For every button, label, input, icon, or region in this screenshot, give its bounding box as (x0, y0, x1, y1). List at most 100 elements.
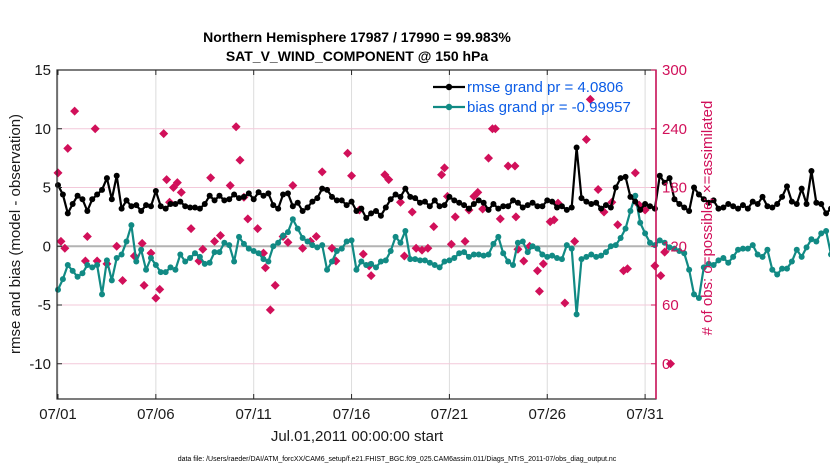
rmse-point (343, 202, 350, 209)
obs-marker (384, 175, 394, 185)
rmse-point (558, 203, 565, 210)
rmse-point (764, 203, 771, 210)
legend: rmse grand pr = 4.0806 bias grand pr = -… (433, 79, 631, 116)
rmse-point (338, 197, 345, 204)
bias-point (622, 225, 629, 232)
bias-point (612, 242, 619, 249)
obs-marker (484, 153, 494, 163)
obs-marker (407, 207, 417, 217)
rmse-point (749, 198, 756, 205)
bias-point (162, 269, 169, 276)
bias-point (402, 227, 409, 234)
rmse-point (328, 193, 335, 200)
y-tick-label-right: 240 (662, 121, 687, 138)
bias-point (441, 258, 448, 265)
bias-point (436, 264, 443, 271)
bias-point (240, 240, 247, 247)
obs-marker (473, 187, 483, 197)
rmse-point (642, 200, 649, 207)
bias-point (783, 265, 790, 272)
bias-point (260, 256, 267, 263)
bias-point (495, 233, 502, 240)
rmse-point (304, 204, 311, 211)
bias-point (451, 255, 458, 261)
bias-point (705, 260, 712, 267)
bias-point (236, 233, 243, 240)
rmse-point (686, 208, 693, 214)
bias-point (720, 255, 727, 261)
rmse-point (568, 204, 575, 211)
rmse-point (818, 200, 825, 207)
rmse-point (265, 190, 272, 197)
bias-point (348, 237, 355, 244)
bias-point (108, 277, 115, 284)
bias-point (774, 271, 781, 278)
obs-marker (63, 143, 73, 153)
y-tick-label-left: 10 (34, 121, 51, 138)
x-tick-label: 07/21 (431, 406, 469, 423)
rmse-point (187, 204, 194, 211)
rmse-point (84, 208, 91, 214)
chart-subtitle: SAT_V_WIND_COMPONENT @ 150 hPa (226, 48, 489, 64)
bias-point (500, 250, 507, 257)
obs-marker (56, 236, 66, 246)
bias-point (691, 291, 698, 298)
bias-point (128, 222, 135, 229)
obs-marker (478, 204, 488, 214)
obs-marker (172, 178, 182, 188)
rmse-point (226, 196, 233, 203)
bias-point (632, 192, 639, 199)
rmse-point (519, 204, 526, 211)
bias-point (304, 238, 311, 245)
rmse-point (275, 205, 282, 212)
obs-marker (581, 135, 591, 145)
rmse-point (191, 204, 198, 211)
bias-point (686, 266, 693, 273)
obs-marker (206, 173, 216, 183)
bias-point (681, 250, 688, 257)
bias-point (803, 244, 810, 251)
x-axis-label: Jul.01,2011 00:00:00 start (271, 428, 444, 445)
bias-point (211, 249, 218, 256)
bias-point (421, 257, 428, 264)
bias-point (338, 245, 345, 252)
rmse-point (309, 198, 316, 205)
y-tick-label-right: 120 (662, 238, 687, 255)
rmse-point (813, 199, 820, 206)
bias-point (480, 252, 487, 259)
rmse-point (373, 208, 380, 214)
rmse-point (730, 203, 737, 210)
bias-point (206, 259, 213, 266)
bias-point (196, 253, 203, 260)
bias-point (265, 258, 272, 265)
rmse-point (270, 202, 277, 209)
bias-point (671, 245, 678, 252)
bias-point (588, 251, 595, 258)
rmse-point (421, 198, 428, 205)
rmse-point (236, 195, 243, 202)
rmse-point (769, 204, 776, 211)
rmse-point (798, 185, 805, 192)
rmse-point (676, 200, 683, 207)
bias-point (412, 256, 419, 263)
bias-point (133, 258, 140, 265)
bias-point (353, 266, 360, 273)
obs-marker (660, 247, 670, 257)
bias-point (759, 253, 766, 260)
rmse-point (177, 198, 184, 205)
bias-point (250, 247, 257, 254)
obs-marker (198, 244, 208, 254)
obs-marker (162, 175, 172, 185)
x-tick-label: 07/11 (235, 406, 271, 423)
rmse-point (377, 212, 384, 219)
obs-marker (532, 266, 542, 276)
rmse-point (651, 205, 658, 212)
bias-point (779, 265, 786, 272)
rmse-point (681, 204, 688, 211)
bias-point (749, 242, 756, 249)
bias-point (387, 247, 394, 254)
obs-marker (112, 241, 122, 251)
y-tick-label-right: 180 (662, 180, 687, 197)
legend-bias-label: bias grand pr = -0.99957 (467, 99, 631, 116)
